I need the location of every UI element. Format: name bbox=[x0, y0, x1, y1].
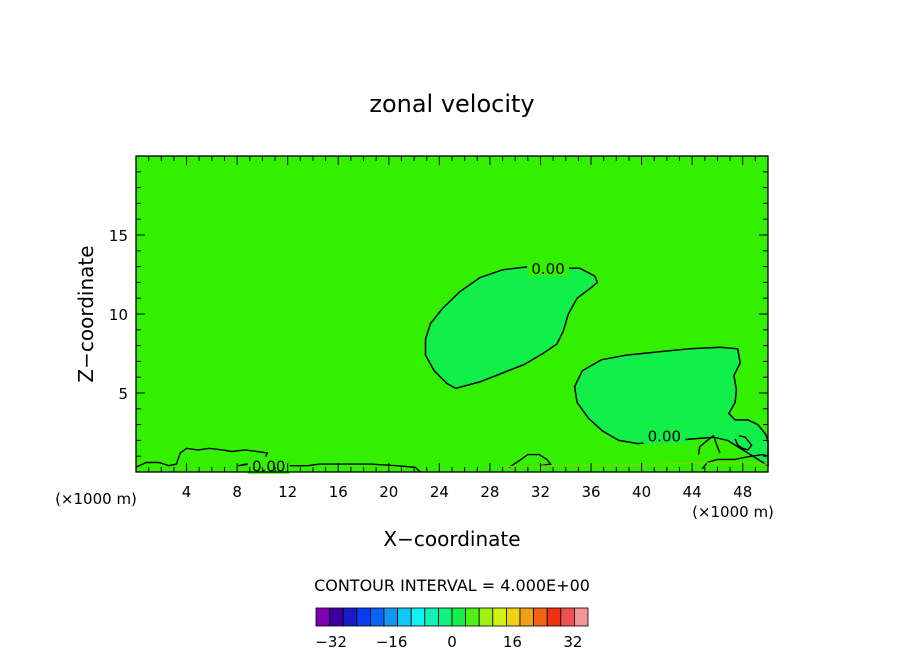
colorbar-swatch bbox=[410, 607, 426, 627]
contour-labels: 0.00 0.00 0.00 bbox=[247, 259, 686, 476]
x-tick-label: 44 bbox=[683, 483, 702, 501]
y-tick-label: 5 bbox=[118, 385, 128, 403]
x-unit-left: (×1000 m) bbox=[55, 490, 137, 508]
contour-line-4 bbox=[734, 435, 753, 451]
contour-interval: CONTOUR INTERVAL = 4.000E+00 bbox=[314, 576, 590, 595]
contour-region-2 bbox=[573, 346, 769, 468]
contour-lines bbox=[135, 434, 769, 473]
colorbar-swatch bbox=[342, 607, 358, 627]
contour-label: 0.00 bbox=[252, 458, 285, 476]
contour-line-secondary bbox=[502, 461, 769, 468]
colorbar-swatch bbox=[451, 607, 467, 627]
contour-label: 0.00 bbox=[531, 260, 564, 278]
plot-area: 0.00 0.00 0.00 bbox=[135, 155, 769, 476]
x-tick-label: 28 bbox=[480, 483, 499, 501]
chart-title: zonal velocity bbox=[369, 90, 534, 118]
colorbar-swatch bbox=[519, 607, 535, 627]
colorbar-swatch bbox=[315, 607, 331, 627]
x-tick-label: 16 bbox=[329, 483, 348, 501]
x-axis-label: X−coordinate bbox=[383, 527, 520, 551]
colorbar-swatch bbox=[356, 607, 371, 627]
x-tick-label: 12 bbox=[278, 483, 297, 501]
colorbar-swatch bbox=[560, 607, 575, 627]
colorbar-tick-label: 0 bbox=[447, 633, 457, 651]
y-tick-label: 15 bbox=[109, 227, 128, 245]
x-tick-label: 36 bbox=[581, 483, 600, 501]
colorbar-swatch bbox=[574, 607, 589, 627]
colorbar-tick-label: 16 bbox=[503, 633, 522, 651]
contour-label-bg bbox=[643, 426, 686, 444]
x-axis-ticks: 4 8 12 16 20 24 28 32 36 40 44 48 bbox=[148, 156, 756, 501]
contour-line-3 bbox=[701, 453, 769, 470]
colorbar-swatch bbox=[424, 607, 439, 627]
colorbar-swatch bbox=[437, 607, 453, 627]
colorbar bbox=[315, 607, 589, 627]
contour-regions bbox=[424, 265, 769, 468]
y-axis-label: Z−coordinate bbox=[74, 245, 98, 382]
x-tick-label: 40 bbox=[632, 483, 651, 501]
colorbar-swatch bbox=[478, 607, 494, 627]
x-tick-label: 4 bbox=[182, 483, 192, 501]
x-unit-right: (×1000 m) bbox=[692, 503, 774, 521]
contour-label: 0.00 bbox=[648, 428, 681, 446]
x-tick-label: 20 bbox=[379, 483, 398, 501]
colorbar-swatch bbox=[492, 607, 507, 627]
colorbar-swatch bbox=[546, 607, 562, 627]
colorbar-swatch bbox=[383, 607, 399, 627]
y-axis-ticks: 5 10 15 bbox=[109, 171, 768, 457]
x-tick-label: 24 bbox=[430, 483, 449, 501]
x-tick-label: 48 bbox=[733, 483, 752, 501]
contour-label-bg bbox=[247, 456, 290, 474]
contour-line-1 bbox=[135, 447, 421, 473]
contour-label-bg bbox=[527, 259, 570, 277]
contour-line-5 bbox=[697, 434, 721, 455]
colorbar-swatch bbox=[369, 607, 385, 627]
colorbar-swatch bbox=[329, 607, 344, 627]
x-tick-label: 8 bbox=[232, 483, 242, 501]
colorbar-swatch bbox=[397, 607, 412, 627]
contour-region-1 bbox=[424, 265, 599, 390]
colorbar-swatch bbox=[505, 607, 521, 627]
colorbar-ticks: −32 −16 0 16 32 bbox=[315, 633, 582, 651]
colorbar-swatch bbox=[533, 607, 548, 627]
y-tick-label: 10 bbox=[109, 306, 128, 324]
x-tick-label: 32 bbox=[531, 483, 550, 501]
colorbar-swatch bbox=[465, 607, 480, 627]
colorbar-tick-label: −32 bbox=[315, 633, 347, 651]
colorbar-tick-label: 32 bbox=[563, 633, 582, 651]
colorbar-tick-label: −16 bbox=[376, 633, 408, 651]
contour-line-2 bbox=[508, 453, 552, 468]
